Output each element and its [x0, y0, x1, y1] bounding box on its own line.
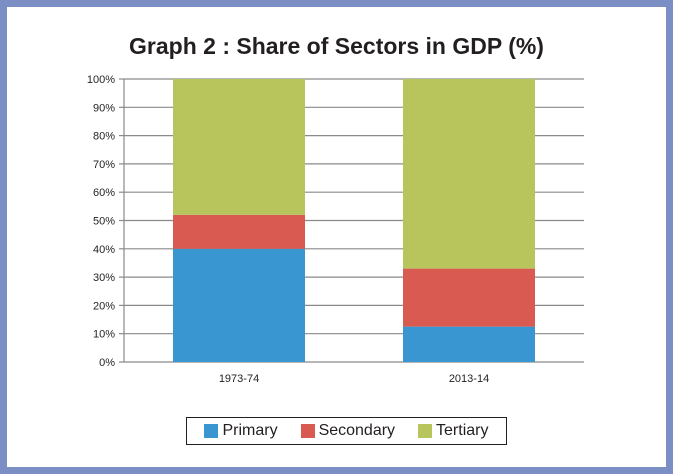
- chart-legend: Primary Secondary Tertiary: [186, 417, 507, 445]
- y-tick-label: 90%: [93, 102, 115, 114]
- bar-secondary-1973-74: [173, 214, 305, 249]
- y-tick-label: 80%: [93, 131, 115, 143]
- y-tick-label: 20%: [93, 300, 115, 312]
- legend-label: Secondary: [318, 422, 396, 439]
- bar-secondary-2013-14: [403, 268, 535, 327]
- x-category-label: 1973-74: [219, 373, 259, 385]
- y-tick-label: 100%: [87, 74, 115, 86]
- chart-frame: Graph 2 : Share of Sectors in GDP (%) 0%…: [7, 7, 666, 467]
- bar-tertiary-2013-14: [403, 79, 535, 269]
- chart-title: Graph 2 : Share of Sectors in GDP (%): [129, 33, 544, 59]
- legend-item-tertiary: Tertiary: [418, 422, 488, 440]
- bar-tertiary-1973-74: [173, 79, 305, 215]
- y-tick-label: 60%: [93, 187, 115, 199]
- legend-label: Primary: [222, 422, 278, 439]
- legend-item-primary: Primary: [204, 422, 278, 440]
- legend-item-secondary: Secondary: [300, 422, 396, 440]
- bar-primary-2013-14: [403, 326, 535, 362]
- bar-primary-1973-74: [173, 248, 305, 362]
- legend-label: Tertiary: [436, 422, 489, 439]
- y-tick-label: 10%: [93, 329, 115, 341]
- legend-swatch: [300, 424, 315, 438]
- legend-swatch: [204, 424, 219, 438]
- y-tick-label: 30%: [93, 272, 115, 284]
- stacked-bar-chart: 0% 10% 20% 30% 40% 50% 60% 70% 80% 90% 100% 1973-74…: [87, 74, 584, 385]
- y-tick-label: 0%: [99, 357, 115, 369]
- x-category-label: 2013-14: [449, 373, 489, 385]
- y-tick-label: 40%: [93, 244, 115, 256]
- y-tick-label: 50%: [93, 216, 115, 228]
- legend-swatch: [418, 424, 433, 438]
- y-tick-label: 70%: [93, 159, 115, 171]
